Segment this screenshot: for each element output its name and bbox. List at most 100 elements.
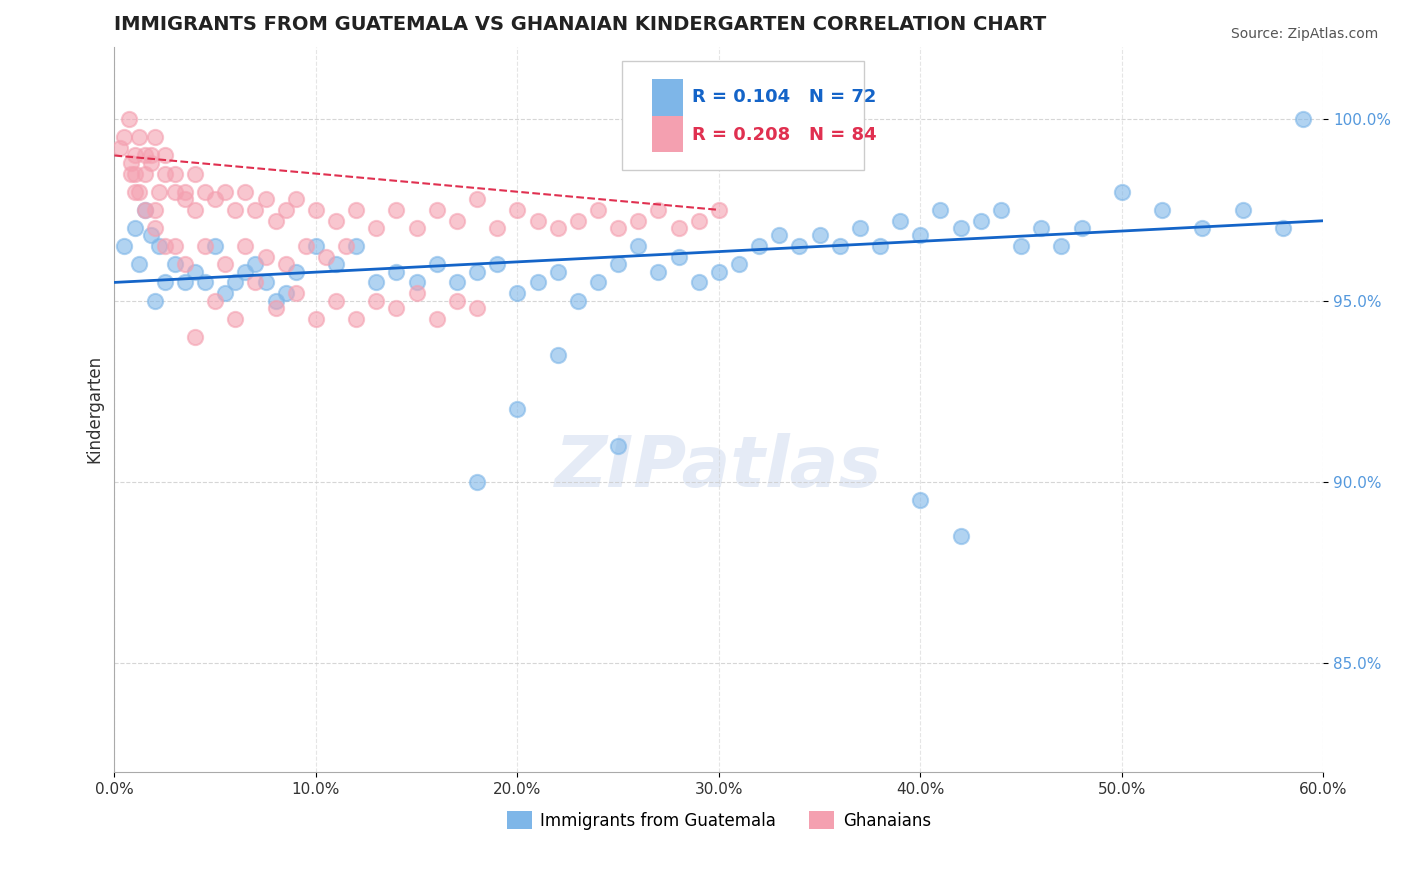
- Point: [748, 239, 770, 253]
- Point: [325, 293, 347, 308]
- Point: [506, 202, 529, 217]
- Text: Source: ZipAtlas.com: Source: ZipAtlas.com: [1230, 27, 1378, 41]
- Point: [163, 167, 186, 181]
- Point: [128, 257, 150, 271]
- Point: [607, 221, 630, 235]
- Point: [204, 293, 226, 308]
- Point: [426, 202, 449, 217]
- Point: [627, 239, 650, 253]
- Point: [910, 493, 932, 508]
- Point: [139, 228, 162, 243]
- Point: [214, 185, 236, 199]
- Point: [1272, 221, 1295, 235]
- Point: [139, 148, 162, 162]
- Point: [254, 192, 277, 206]
- Point: [1152, 202, 1174, 217]
- Point: [949, 529, 972, 543]
- Text: R = 0.104   N = 72: R = 0.104 N = 72: [692, 88, 876, 106]
- Point: [128, 130, 150, 145]
- Point: [184, 167, 207, 181]
- Point: [120, 167, 142, 181]
- Point: [295, 239, 318, 253]
- Point: [254, 250, 277, 264]
- Point: [134, 148, 156, 162]
- Point: [426, 311, 449, 326]
- Point: [728, 257, 751, 271]
- Bar: [652, 79, 682, 116]
- Point: [668, 250, 690, 264]
- Point: [465, 301, 488, 315]
- Point: [586, 276, 609, 290]
- Point: [446, 276, 468, 290]
- Point: [325, 257, 347, 271]
- Point: [134, 202, 156, 217]
- Point: [970, 213, 993, 227]
- Point: [526, 276, 548, 290]
- Point: [567, 213, 589, 227]
- Point: [465, 192, 488, 206]
- Point: [143, 293, 166, 308]
- Point: [547, 221, 569, 235]
- Point: [245, 276, 267, 290]
- Point: [335, 239, 357, 253]
- Point: [305, 311, 328, 326]
- Point: [204, 192, 226, 206]
- Point: [325, 213, 347, 227]
- Point: [235, 239, 257, 253]
- Point: [245, 202, 267, 217]
- Legend: Immigrants from Guatemala, Ghanaians: Immigrants from Guatemala, Ghanaians: [501, 805, 938, 837]
- Point: [446, 293, 468, 308]
- Point: [586, 202, 609, 217]
- Point: [547, 264, 569, 278]
- Point: [163, 185, 186, 199]
- Point: [245, 257, 267, 271]
- Point: [153, 148, 176, 162]
- Point: [627, 213, 650, 227]
- Point: [163, 239, 186, 253]
- Point: [465, 264, 488, 278]
- Point: [148, 239, 170, 253]
- Point: [274, 202, 297, 217]
- Text: IMMIGRANTS FROM GUATEMALA VS GHANAIAN KINDERGARTEN CORRELATION CHART: IMMIGRANTS FROM GUATEMALA VS GHANAIAN KI…: [114, 15, 1046, 34]
- Point: [110, 141, 132, 155]
- Point: [153, 239, 176, 253]
- Point: [366, 221, 388, 235]
- Point: [385, 202, 408, 217]
- Point: [174, 185, 197, 199]
- Point: [1292, 112, 1315, 127]
- Point: [385, 264, 408, 278]
- Point: [486, 257, 509, 271]
- Text: R = 0.208   N = 84: R = 0.208 N = 84: [692, 126, 877, 145]
- Point: [284, 192, 307, 206]
- Point: [305, 202, 328, 217]
- Point: [426, 257, 449, 271]
- Point: [214, 286, 236, 301]
- Point: [849, 221, 872, 235]
- Point: [344, 311, 367, 326]
- Point: [889, 213, 911, 227]
- Point: [768, 228, 790, 243]
- Bar: [652, 116, 682, 152]
- Point: [174, 192, 197, 206]
- Point: [224, 276, 246, 290]
- Point: [344, 239, 367, 253]
- Point: [707, 202, 730, 217]
- Point: [114, 130, 136, 145]
- Point: [194, 239, 217, 253]
- Point: [235, 264, 257, 278]
- Point: [446, 213, 468, 227]
- Point: [264, 293, 287, 308]
- Point: [224, 202, 246, 217]
- Point: [305, 239, 328, 253]
- Point: [647, 264, 669, 278]
- Point: [366, 276, 388, 290]
- Point: [405, 286, 427, 301]
- Point: [284, 286, 307, 301]
- Point: [405, 276, 427, 290]
- Point: [204, 239, 226, 253]
- Point: [264, 213, 287, 227]
- Point: [990, 202, 1012, 217]
- Point: [153, 276, 176, 290]
- Point: [284, 264, 307, 278]
- Point: [124, 221, 146, 235]
